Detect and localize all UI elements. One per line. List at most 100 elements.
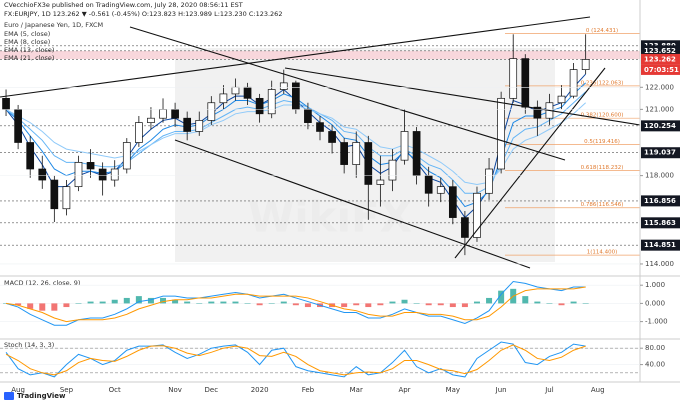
histogram-bar <box>377 303 384 306</box>
fib-label: 0.618(118.232) <box>581 165 624 171</box>
histogram-bar <box>486 297 493 304</box>
x-tick-label: 2020 <box>251 386 269 394</box>
candle-body <box>340 142 349 165</box>
histogram-bar <box>570 301 577 304</box>
level-label: 123.262 <box>644 55 676 63</box>
candle-body <box>533 106 542 119</box>
histogram-bar <box>461 303 468 308</box>
fib-label: 0 (124.431) <box>586 28 618 34</box>
y-tick-label: 122.000 <box>645 83 674 91</box>
logo-icon <box>4 392 14 400</box>
histogram-bar <box>304 303 311 308</box>
header-line: CVecchioFX3e published on TradingView.co… <box>4 1 243 9</box>
candle-body <box>183 117 192 132</box>
histogram-bar <box>208 301 215 304</box>
candle-body <box>424 175 433 194</box>
histogram-bar <box>51 303 58 311</box>
level-box <box>641 217 680 229</box>
candle-body <box>207 102 216 121</box>
candle-body <box>38 168 47 181</box>
candle-body <box>388 159 397 181</box>
histogram-bar <box>160 297 167 304</box>
x-tick-label: Sep <box>60 386 74 394</box>
histogram-bar <box>498 290 505 304</box>
level-label: 119.037 <box>644 149 676 157</box>
candle-body <box>2 97 10 110</box>
histogram-bar <box>15 303 22 306</box>
histogram-bar <box>123 297 130 304</box>
fib-label: 0.5(119.416) <box>584 139 620 145</box>
candle-body <box>255 97 264 115</box>
x-tick-label: Mar <box>350 386 363 394</box>
histogram-bar <box>75 303 82 304</box>
y-tick-label: 114.000 <box>645 260 674 268</box>
series-line <box>5 341 586 378</box>
candle-body <box>569 69 578 97</box>
y-tick-label: 80.00 <box>645 344 665 352</box>
trendlines <box>0 16 641 269</box>
x-tick-label: Feb <box>302 386 315 394</box>
x-tick-label: Nov <box>168 386 182 394</box>
candle-body <box>448 186 457 218</box>
macd-title: MACD (12, 26, close, 9) <box>4 279 80 287</box>
x-tick-label: Aug <box>591 386 605 394</box>
histogram-bar <box>256 303 263 306</box>
resistance-zone <box>0 51 640 59</box>
series-line <box>5 286 586 323</box>
histogram-bar <box>87 301 94 304</box>
series-line <box>5 344 586 376</box>
trendline <box>174 139 531 269</box>
price-panel: 0 (124.431) 0.236(122.063) 0.382(120.600) 0… <box>0 28 640 256</box>
stoch-title: Stoch (14, 3, 3) <box>4 341 54 349</box>
candle-body <box>328 131 336 143</box>
candle-body <box>147 117 155 123</box>
fib-label: 0.236(122.063) <box>581 80 624 86</box>
candle-body <box>304 109 312 123</box>
candle-body <box>581 59 590 70</box>
histogram-bar <box>27 303 34 309</box>
candle-body <box>521 58 530 108</box>
countdown-box <box>641 64 680 75</box>
candle-body <box>159 109 167 119</box>
level-label: 115.863 <box>644 219 676 227</box>
candle-body <box>86 162 95 170</box>
candle-body <box>485 168 493 194</box>
histogram-bar <box>268 303 275 304</box>
level-label: 123.652 <box>644 47 676 55</box>
candle-body <box>219 93 228 104</box>
candle-body <box>461 217 469 238</box>
histogram-bar <box>558 303 565 306</box>
level-box <box>641 239 680 251</box>
candle-body <box>400 131 409 161</box>
histogram-bar <box>401 299 408 304</box>
histogram-bar <box>63 303 70 308</box>
candle-body <box>436 186 445 194</box>
candle-body <box>267 89 276 115</box>
candle-body <box>50 179 59 210</box>
legend-entry: EMA (21, close) <box>4 54 54 62</box>
histogram-bar <box>389 301 396 304</box>
candle-body <box>231 86 240 95</box>
histogram-bar <box>365 303 372 308</box>
fib-label: 0.786(116.546) <box>581 202 624 208</box>
histogram-bar <box>522 296 529 304</box>
y-tick-label: -1.000 <box>645 318 668 326</box>
histogram-bar <box>99 301 106 304</box>
level-label: 114.851 <box>644 241 676 249</box>
y-tick-label: 1.000 <box>645 281 665 289</box>
histogram-bar <box>534 301 541 304</box>
histogram-bar <box>280 301 287 304</box>
candle-body <box>291 82 300 110</box>
histogram-bar <box>582 303 589 304</box>
histogram-bar <box>546 303 553 304</box>
candle-body <box>279 82 288 90</box>
candle-body <box>557 95 566 104</box>
candle-body <box>376 179 385 185</box>
histogram-bar <box>353 303 360 306</box>
legend-title: Euro / Japanese Yen, 1D, FXCM <box>4 21 103 29</box>
level-box <box>641 53 680 65</box>
x-tick-label: Apr <box>398 386 410 394</box>
histogram-bar <box>232 301 239 304</box>
histogram-bar <box>184 301 191 304</box>
